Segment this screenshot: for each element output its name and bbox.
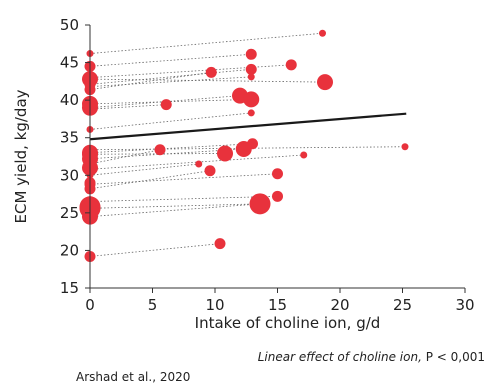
x-tick-label: 15	[268, 296, 287, 314]
data-point	[205, 66, 217, 78]
connector-line	[89, 143, 253, 154]
connector-line	[89, 95, 241, 109]
connector-line	[89, 203, 261, 209]
data-point	[154, 144, 166, 156]
data-point	[300, 151, 308, 159]
y-tick-label: 50	[60, 16, 79, 34]
connector-line	[89, 53, 252, 67]
x-tick-label: 10	[205, 296, 224, 314]
data-point	[160, 99, 172, 111]
data-point	[245, 63, 257, 75]
data-point	[319, 29, 326, 37]
data-point	[245, 48, 257, 60]
y-tick-label: 30	[60, 166, 79, 184]
data-point	[217, 145, 233, 162]
data-point	[317, 74, 333, 91]
data-point	[285, 59, 297, 71]
y-tick-label: 45	[60, 54, 79, 72]
data-point	[401, 143, 409, 151]
x-tick-label: 25	[393, 296, 412, 314]
data-point	[247, 73, 255, 81]
x-axis: 0 5 10 15 20 25 30	[85, 287, 475, 314]
data-point	[214, 238, 226, 250]
effect-label: Linear effect of choline ion,	[257, 350, 422, 364]
data-point	[247, 109, 255, 117]
connector-line	[89, 148, 244, 160]
connector-line	[89, 154, 304, 170]
y-tick-label: 25	[60, 204, 79, 222]
x-tick-label: 30	[455, 296, 474, 314]
data-point	[204, 165, 216, 177]
y-axis: 15 20 25 30 35 40 45 50	[60, 16, 91, 297]
connector-line	[89, 163, 199, 176]
y-tick-label: 35	[60, 129, 79, 147]
connector-line	[89, 112, 252, 130]
x-axis-label: Intake of choline ion, g/d	[195, 314, 381, 332]
data-point	[195, 160, 203, 168]
source-citation: Arshad et al., 2020	[76, 370, 191, 384]
data-point	[243, 91, 260, 108]
data-point	[252, 195, 268, 212]
data-point	[272, 168, 283, 180]
connector-line	[89, 195, 278, 202]
y-tick-label: 15	[60, 279, 79, 297]
connector-line	[89, 243, 221, 257]
connector-line	[89, 76, 252, 88]
y-tick-label: 20	[60, 241, 79, 259]
p-value: P < 0,001	[425, 350, 485, 364]
x-tick-label: 5	[148, 296, 158, 314]
connector-line	[89, 71, 212, 91]
connector-line	[89, 170, 211, 190]
data-point	[272, 190, 283, 202]
connector-line	[89, 78, 326, 83]
connector-line	[89, 173, 278, 185]
y-tick-label: 40	[60, 91, 79, 109]
connector-line	[89, 64, 292, 78]
data-points	[79, 29, 409, 262]
x-tick-label: 20	[330, 296, 349, 314]
y-axis-label: ECM yield, kg/day	[12, 89, 30, 223]
connector-line	[89, 104, 167, 110]
trend-line	[89, 112, 407, 141]
data-point	[235, 140, 252, 157]
x-tick-label: 0	[85, 296, 95, 314]
connector-line	[89, 203, 261, 218]
connector-line	[89, 68, 252, 85]
linear-effect-annotation: Linear effect of choline ion, P < 0,001	[258, 350, 485, 364]
connector-line	[89, 32, 323, 54]
